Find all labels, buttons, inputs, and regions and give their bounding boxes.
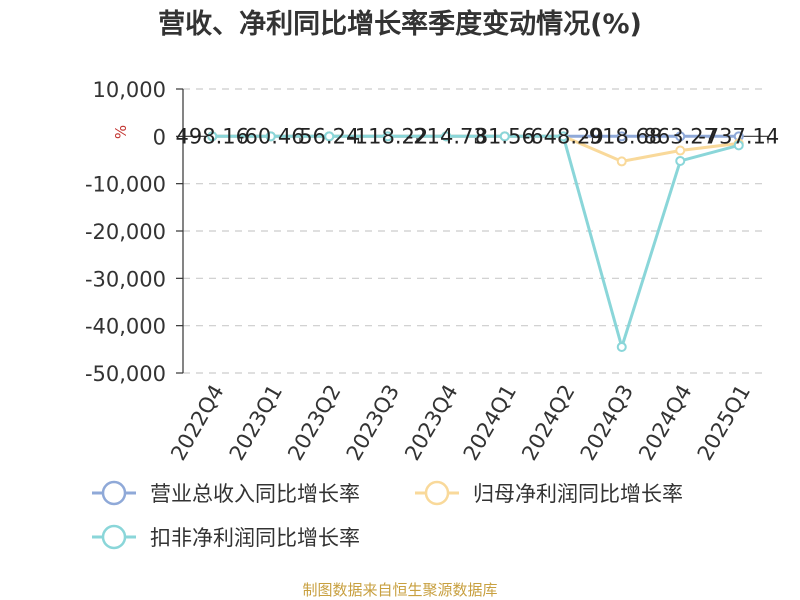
y-tick-label: -50,000 bbox=[85, 362, 166, 386]
data-point[interactable] bbox=[207, 131, 218, 142]
series-3 bbox=[207, 131, 744, 352]
source-note: 制图数据来自恒生聚源数据库 bbox=[302, 581, 497, 599]
x-tick-label: 2024Q3 bbox=[576, 381, 638, 465]
legend-label: 归母净利润同比增长率 bbox=[473, 482, 683, 506]
data-point[interactable] bbox=[324, 131, 335, 142]
x-tick-labels: 2022Q42023Q12023Q22023Q32023Q42024Q12024… bbox=[166, 381, 755, 465]
data-point[interactable] bbox=[265, 131, 276, 142]
data-label: 56.24 bbox=[299, 124, 359, 148]
data-point[interactable] bbox=[675, 131, 686, 142]
data-label: -737.14 bbox=[698, 124, 779, 148]
data-point[interactable] bbox=[382, 131, 393, 142]
y-tick-label: -10,000 bbox=[85, 173, 166, 197]
x-tick-label: 2023Q4 bbox=[400, 381, 462, 465]
data-point[interactable] bbox=[616, 341, 627, 352]
y-tick-label: -30,000 bbox=[85, 267, 166, 291]
legend-marker bbox=[101, 480, 127, 506]
data-point[interactable] bbox=[441, 131, 452, 142]
legend-label: 营业总收入同比增长率 bbox=[150, 482, 360, 506]
x-tick-label: 2024Q2 bbox=[517, 381, 579, 465]
data-label: -648.29 bbox=[523, 124, 604, 148]
x-tick-label: 2023Q3 bbox=[342, 381, 404, 465]
chart-title: 营收、净利同比增长率季度变动情况(%) bbox=[158, 8, 642, 40]
data-point[interactable] bbox=[675, 145, 686, 156]
y-tick-labels: 10,000 0 -10,000 -20,000 -30,000 -40,000 -50,0… bbox=[85, 78, 166, 386]
data-label: -918.68 bbox=[581, 124, 662, 148]
legend-item[interactable]: 营业总收入同比增长率 bbox=[92, 480, 360, 506]
x-tick-label: 2023Q1 bbox=[225, 381, 287, 465]
x-tick-label: 2024Q4 bbox=[634, 381, 696, 465]
x-tick-label: 2025Q1 bbox=[693, 381, 755, 465]
data-label: -214.73 bbox=[406, 124, 487, 148]
series-lines bbox=[207, 131, 744, 352]
legend-item[interactable]: 扣非净利润同比增长率 bbox=[92, 524, 360, 550]
data-point[interactable] bbox=[558, 131, 569, 142]
data-label: 498.16 bbox=[176, 124, 249, 148]
legend-label: 扣非净利润同比增长率 bbox=[150, 526, 360, 550]
data-point[interactable] bbox=[733, 140, 744, 151]
x-tick-label: 2024Q1 bbox=[459, 381, 521, 465]
legend-item[interactable]: 归母净利润同比增长率 bbox=[415, 480, 683, 506]
y-tick-label: -20,000 bbox=[85, 220, 166, 244]
y-axis-unit: % bbox=[112, 125, 130, 139]
data-point[interactable] bbox=[616, 156, 627, 167]
data-labels: 498.16-60.4656.24-118.22-214.7381.56-648… bbox=[176, 124, 780, 148]
y-tick-label: 0 bbox=[153, 125, 166, 149]
data-label: -118.22 bbox=[347, 124, 428, 148]
y-tick-label: -40,000 bbox=[85, 315, 166, 339]
data-point[interactable] bbox=[616, 131, 627, 142]
data-label: 863.27 bbox=[644, 124, 717, 148]
data-point[interactable] bbox=[499, 131, 510, 142]
grid-lines bbox=[176, 88, 768, 374]
legend-marker bbox=[424, 480, 450, 506]
data-label: 81.56 bbox=[475, 124, 535, 148]
x-tick-label: 2022Q4 bbox=[166, 381, 228, 465]
x-tick-label: 2023Q2 bbox=[283, 381, 345, 465]
legend-marker bbox=[101, 524, 127, 550]
data-point[interactable] bbox=[675, 155, 686, 166]
series-line bbox=[212, 134, 740, 349]
data-label: -60.46 bbox=[237, 124, 305, 148]
y-tick-label: 10,000 bbox=[93, 78, 166, 102]
